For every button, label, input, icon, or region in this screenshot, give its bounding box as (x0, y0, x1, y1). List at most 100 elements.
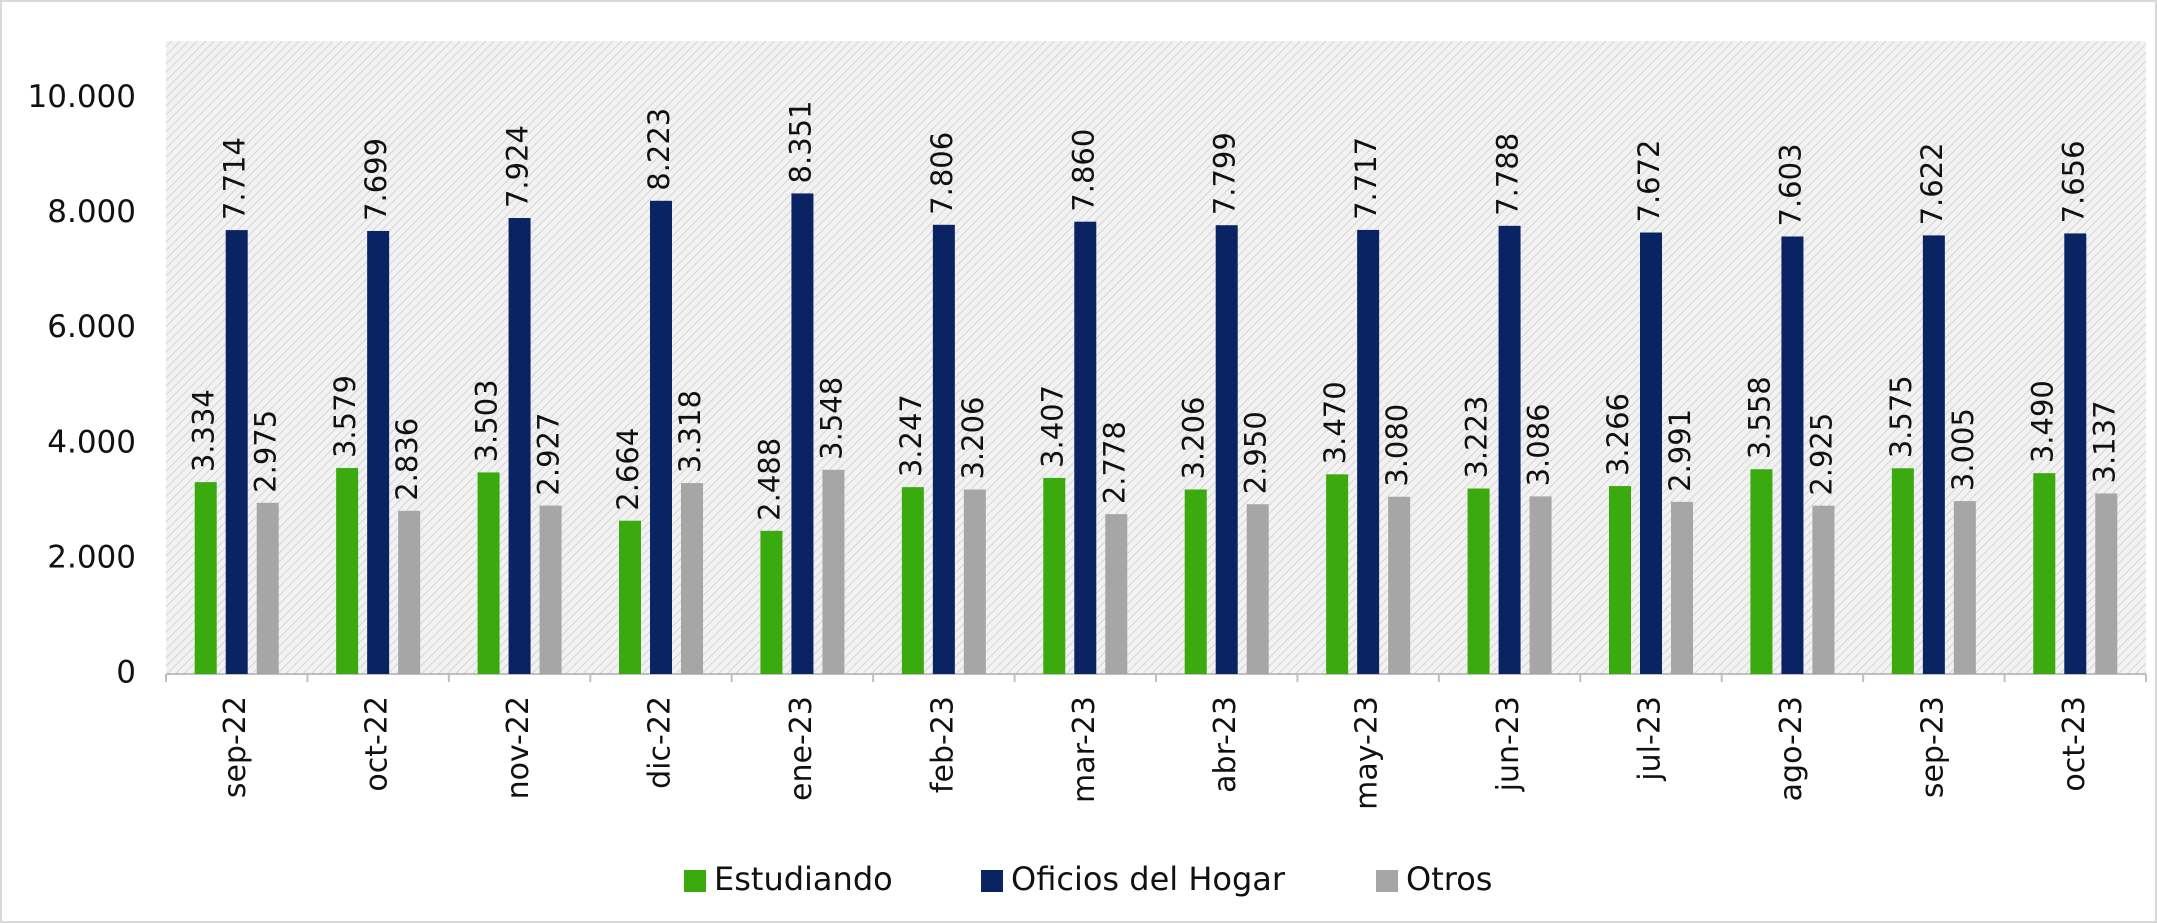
y-tick-label: 8.000 (47, 194, 136, 230)
bar (256, 502, 279, 674)
value-label: 8.223 (642, 108, 676, 191)
bar (791, 193, 814, 674)
bar (367, 230, 390, 674)
value-label: 7.672 (1632, 139, 1666, 222)
value-label: 7.714 (218, 137, 252, 220)
bar (2064, 233, 2087, 674)
value-label: 2.975 (249, 410, 283, 493)
value-label: 8.351 (783, 100, 817, 183)
bar (619, 520, 641, 674)
value-label: 7.717 (1349, 137, 1383, 220)
value-label: 3.223 (1460, 395, 1494, 478)
bar (539, 505, 562, 674)
legend-swatch (1376, 870, 1398, 892)
bar (1922, 235, 1945, 674)
value-label: 3.334 (187, 389, 221, 472)
legend-swatch (684, 870, 706, 892)
bar (1640, 232, 1662, 674)
bar (681, 483, 703, 674)
value-label: 3.490 (2025, 380, 2059, 463)
value-label: 3.503 (470, 379, 504, 462)
bar (963, 489, 986, 674)
y-tick-label: 6.000 (47, 309, 136, 345)
y-tick-label: 4.000 (47, 424, 136, 460)
bar (225, 230, 248, 674)
value-label: 2.664 (611, 428, 645, 511)
value-label: 3.137 (2087, 400, 2121, 483)
bar (398, 510, 421, 674)
value-label: 2.778 (1097, 421, 1131, 504)
y-tick-label: 2.000 (47, 539, 136, 575)
bar (1326, 474, 1349, 674)
value-label: 7.656 (2056, 140, 2090, 223)
bar (1467, 488, 1490, 674)
value-label: 3.206 (1177, 396, 1211, 479)
bar (1891, 468, 1914, 674)
bar (2033, 473, 2056, 674)
value-label: 3.005 (1946, 408, 1980, 491)
legend-swatch (981, 870, 1003, 892)
legend-label: Estudiando (714, 860, 893, 898)
value-label: 3.575 (1884, 375, 1918, 458)
bar (760, 530, 783, 674)
value-label: 3.548 (814, 377, 848, 460)
bar (1529, 496, 1552, 674)
value-label: 3.579 (328, 375, 362, 458)
bar (932, 224, 955, 675)
bar (508, 218, 531, 674)
value-label: 3.247 (894, 394, 928, 477)
bar (2095, 493, 2118, 674)
bar (1498, 225, 1521, 674)
bar (822, 469, 845, 674)
bar (1246, 504, 1269, 674)
y-tick-label: 0 (116, 655, 136, 691)
plot-area (166, 41, 2146, 674)
x-tick-label: nov-22 (501, 696, 536, 799)
value-label: 3.470 (1318, 381, 1352, 464)
bar (1074, 221, 1097, 674)
value-label: 2.927 (532, 413, 566, 496)
bar (1184, 489, 1207, 674)
x-tick-label: mar-23 (1067, 696, 1102, 803)
value-label: 3.206 (956, 396, 990, 479)
x-tick-label: jul-23 (1633, 696, 1668, 782)
bar (1953, 501, 1976, 674)
x-tick-label: ene-23 (784, 696, 819, 801)
bar (1750, 469, 1773, 674)
x-tick-label: sep-23 (1915, 696, 1950, 798)
value-label: 2.925 (1804, 413, 1838, 496)
legend-label: Oficios del Hogar (1011, 860, 1286, 898)
bar (1357, 229, 1380, 674)
bar (1812, 505, 1835, 674)
x-tick-label: abr-23 (1208, 696, 1243, 793)
bar (1609, 486, 1631, 674)
bar (477, 472, 500, 674)
value-label: 2.488 (752, 438, 786, 521)
value-label: 3.080 (1380, 404, 1414, 487)
value-label: 7.799 (1208, 132, 1242, 215)
bar (1215, 225, 1238, 674)
value-label: 3.266 (1601, 393, 1635, 476)
bar (1043, 477, 1066, 674)
value-label: 2.836 (390, 418, 424, 501)
x-tick-label: oct-22 (360, 696, 395, 792)
x-tick-label: oct-23 (2057, 696, 2092, 792)
value-label: 2.950 (1239, 411, 1273, 494)
x-tick-label: dic-22 (643, 696, 678, 789)
bar (336, 468, 359, 674)
value-label: 7.924 (501, 125, 535, 208)
value-label: 7.603 (1773, 143, 1807, 226)
value-label: 2.991 (1663, 409, 1697, 492)
x-tick-label: feb-23 (925, 696, 960, 793)
bar (194, 482, 217, 674)
bar (901, 487, 924, 674)
value-label: 3.558 (1742, 376, 1776, 459)
bar (1671, 501, 1693, 674)
bar (1388, 496, 1411, 674)
bar (650, 200, 672, 675)
bar (1781, 236, 1804, 674)
legend-label: Otros (1406, 860, 1492, 898)
value-label: 7.788 (1491, 133, 1525, 216)
